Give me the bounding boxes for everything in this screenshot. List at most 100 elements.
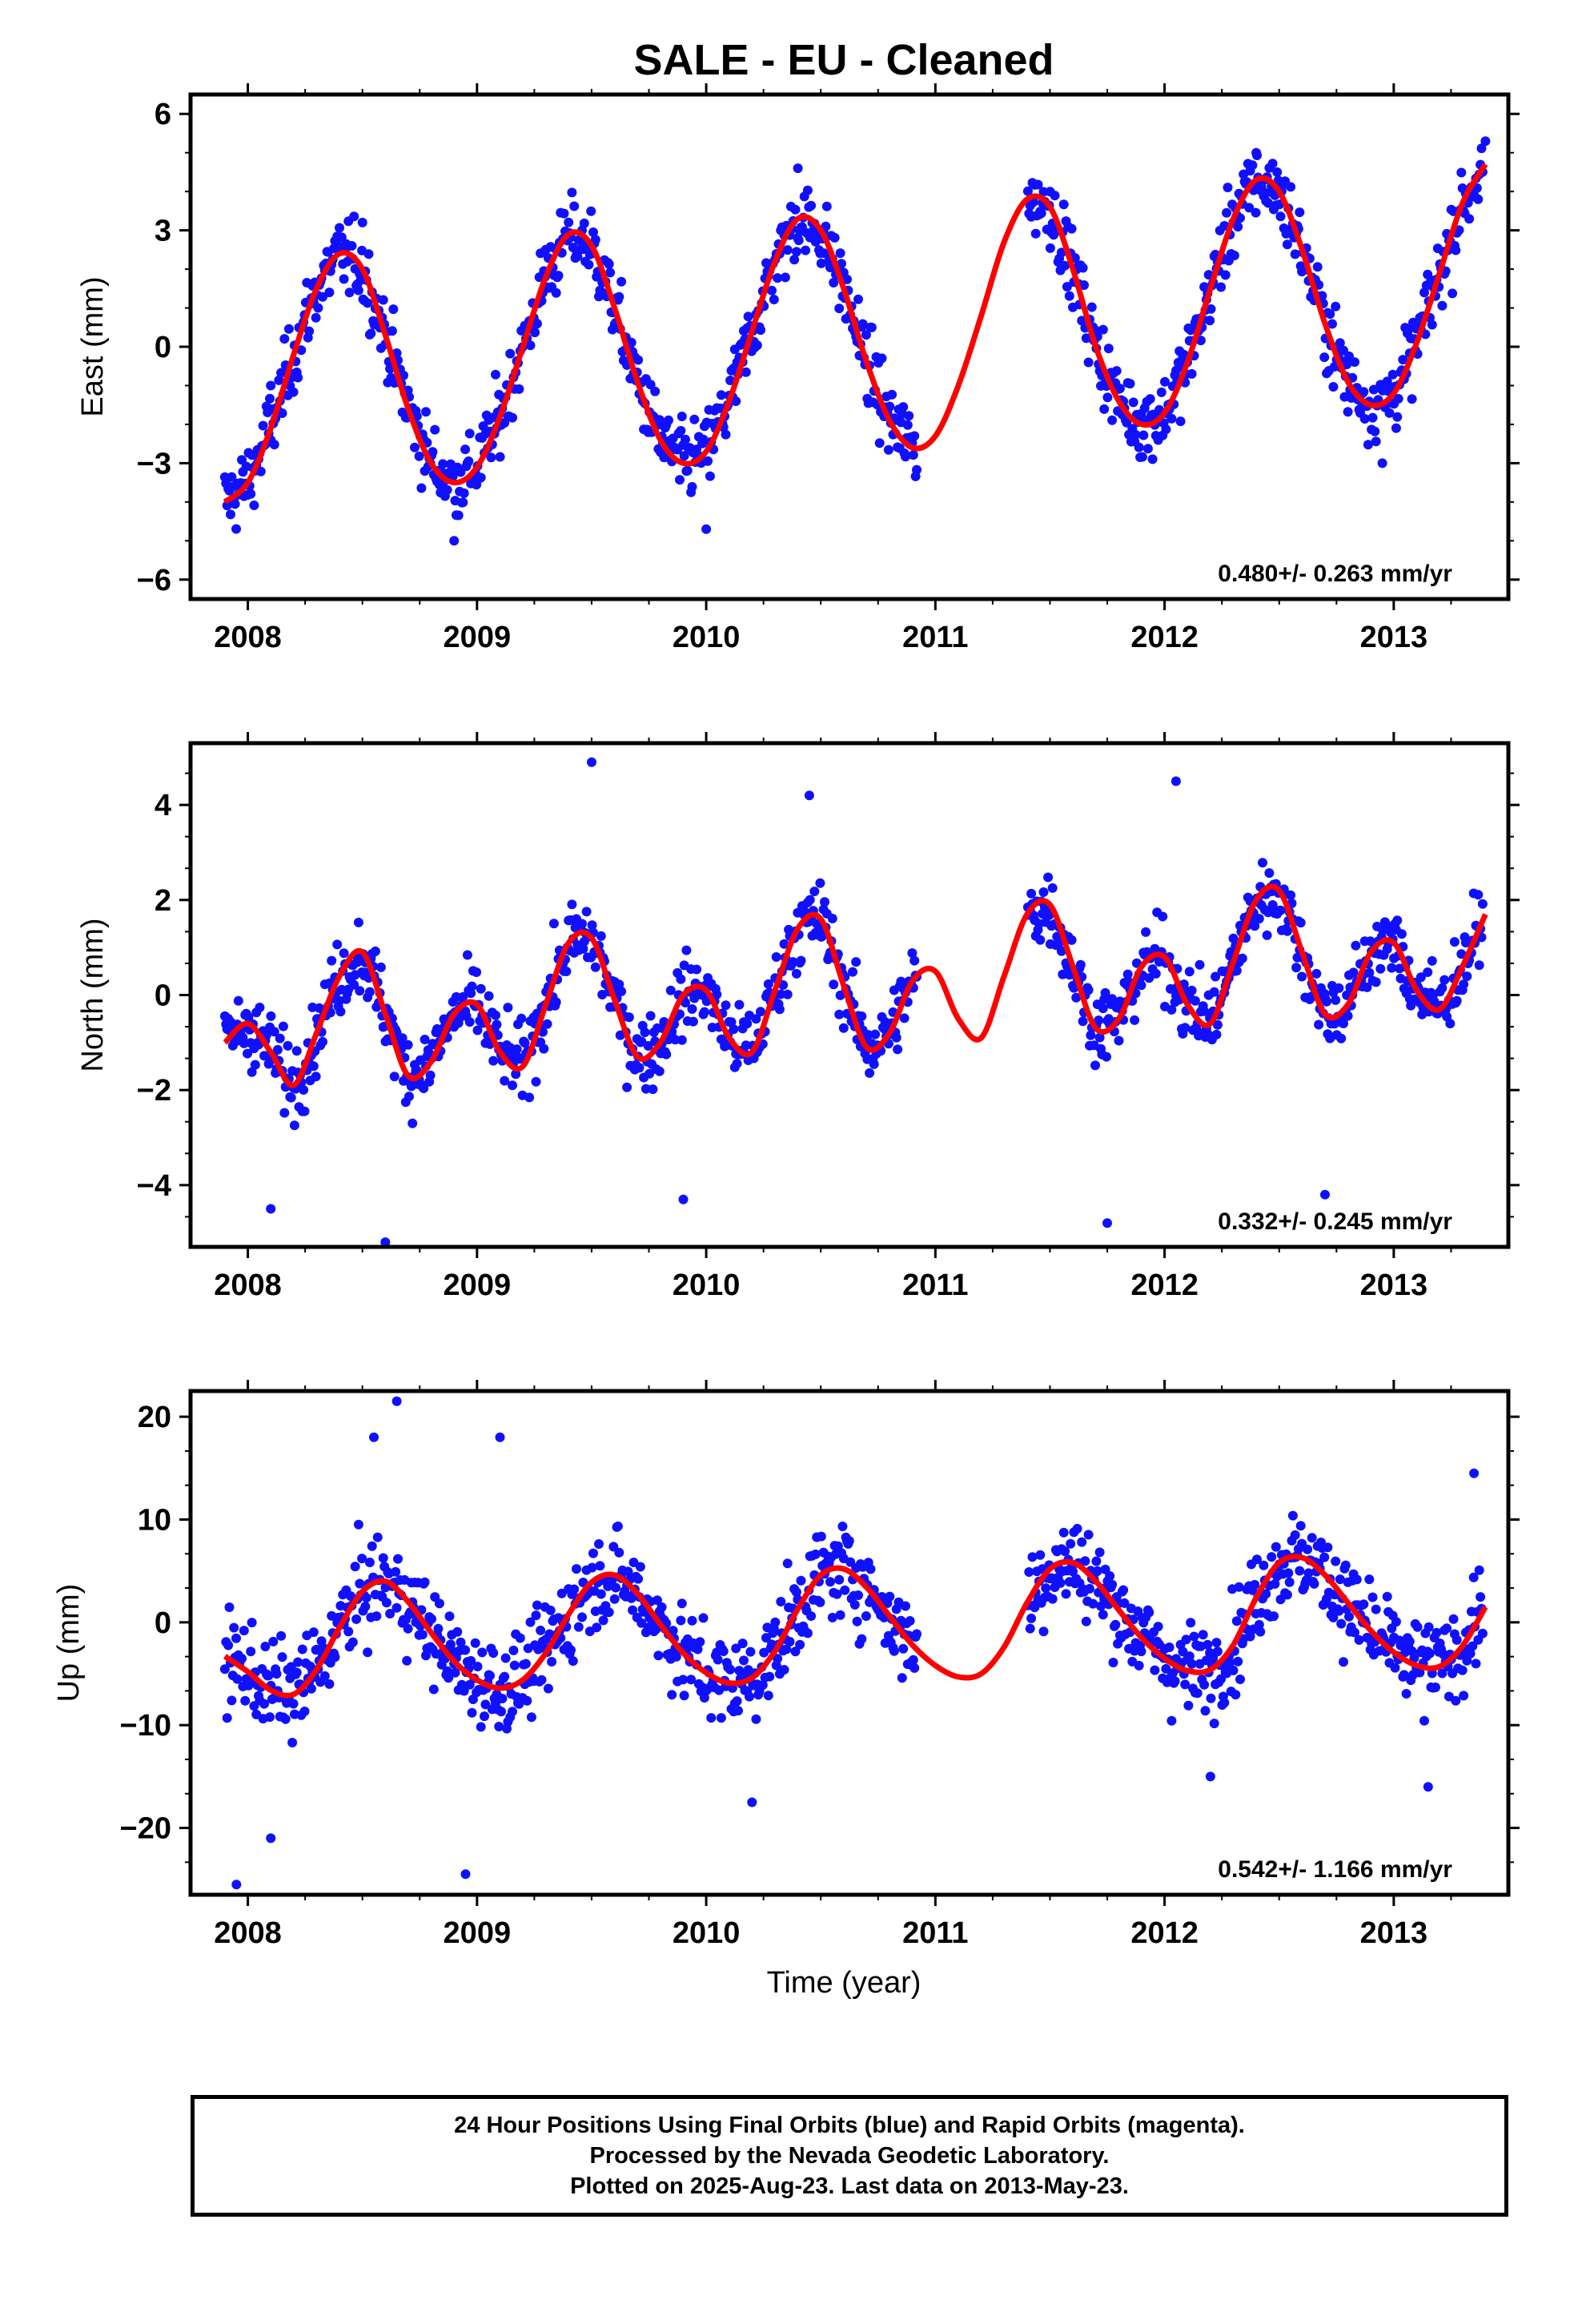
x-tick-label: 2012 — [1130, 621, 1199, 654]
data-point — [247, 1067, 257, 1077]
data-point — [1255, 1626, 1266, 1637]
chart-title: SALE - EU - Cleaned — [633, 36, 1054, 84]
data-point — [1401, 1689, 1411, 1699]
data-point — [1024, 1567, 1034, 1577]
data-point — [1205, 1771, 1215, 1782]
data-point — [686, 1675, 697, 1685]
data-point — [1303, 1568, 1314, 1578]
data-point — [587, 1562, 597, 1573]
data-point — [542, 1019, 552, 1029]
data-point — [1282, 239, 1292, 250]
data-point — [1209, 987, 1219, 997]
data-point — [556, 1588, 567, 1598]
data-point — [857, 1634, 867, 1644]
data-point — [240, 1695, 251, 1706]
data-point — [681, 434, 690, 444]
data-point — [712, 989, 722, 999]
up-panel: 2008 2009 2010 2011 2012 2013 −20 −10 0 10 20 Up (m… — [52, 1380, 1520, 1950]
data-point — [363, 298, 373, 308]
data-point — [857, 319, 868, 329]
data-point — [327, 955, 337, 966]
data-point — [635, 1562, 645, 1572]
data-point — [1045, 243, 1055, 253]
data-point — [698, 1613, 709, 1623]
y-tick-label: 6 — [155, 98, 171, 131]
data-point — [1396, 929, 1407, 939]
plot-area — [219, 136, 1491, 546]
data-point — [1092, 1566, 1102, 1576]
data-point — [1387, 369, 1398, 380]
data-point — [1371, 436, 1381, 447]
data-point — [279, 334, 290, 344]
data-point — [851, 957, 861, 967]
data-point — [1119, 1598, 1130, 1608]
data-point — [732, 1059, 742, 1069]
data-point — [277, 408, 287, 418]
data-point — [286, 1092, 296, 1103]
data-point — [1098, 324, 1108, 335]
data-point — [612, 1521, 623, 1531]
data-point — [1107, 415, 1118, 425]
data-point — [375, 962, 386, 972]
data-point — [505, 348, 516, 359]
data-point — [1392, 412, 1403, 422]
data-point — [1384, 408, 1395, 418]
data-point — [393, 1554, 403, 1564]
data-point — [1445, 1019, 1456, 1029]
data-point — [357, 217, 367, 227]
data-point — [388, 304, 399, 315]
data-point — [1233, 1656, 1243, 1667]
data-point — [460, 1869, 471, 1880]
data-point — [308, 1627, 319, 1638]
data-point — [397, 1033, 408, 1043]
data-point — [590, 962, 600, 972]
data-point — [1359, 387, 1369, 397]
data-point — [488, 1055, 499, 1066]
data-point — [222, 1713, 232, 1723]
data-point — [1259, 1560, 1269, 1570]
data-point — [1282, 1590, 1292, 1600]
data-point — [1275, 905, 1286, 915]
data-point — [909, 1663, 920, 1673]
data-point — [805, 895, 815, 905]
data-point — [1211, 971, 1221, 982]
data-point — [661, 1049, 672, 1059]
data-point — [1136, 1647, 1146, 1657]
data-point — [442, 485, 452, 495]
data-point — [250, 1059, 260, 1070]
data-point — [815, 1597, 825, 1607]
data-point — [1205, 316, 1215, 326]
data-point — [1343, 1011, 1353, 1021]
data-point — [909, 955, 920, 966]
data-point — [1261, 1589, 1271, 1599]
data-point — [1350, 1627, 1359, 1638]
data-point — [347, 1637, 358, 1647]
data-point — [335, 223, 344, 233]
data-point — [1264, 868, 1275, 879]
data-point — [360, 1602, 371, 1612]
data-point — [869, 1059, 879, 1069]
data-point — [1334, 983, 1344, 993]
data-point — [1351, 940, 1361, 951]
data-point — [433, 1623, 444, 1634]
data-point — [1442, 1623, 1452, 1634]
x-tick-label: 2008 — [214, 1269, 282, 1302]
data-point — [902, 420, 913, 430]
data-point — [815, 878, 825, 888]
data-point — [1439, 975, 1450, 985]
data-point — [776, 989, 786, 999]
data-point — [1423, 1782, 1433, 1792]
data-point — [464, 428, 475, 439]
data-point — [540, 244, 551, 255]
data-point — [1203, 1639, 1213, 1650]
data-point — [1364, 967, 1375, 978]
data-point — [525, 1617, 536, 1627]
data-point — [1476, 1592, 1486, 1602]
data-point — [1178, 1647, 1188, 1657]
data-point — [370, 946, 380, 956]
data-point — [1327, 319, 1337, 329]
data-point — [243, 1048, 252, 1059]
data-point — [1362, 982, 1372, 992]
data-point — [1390, 1663, 1400, 1673]
x-tick-label: 2010 — [673, 621, 741, 654]
